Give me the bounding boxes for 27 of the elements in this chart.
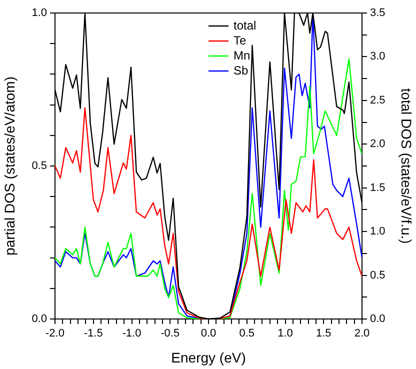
y2-axis-title: total DOS (states/eV/f.u.) xyxy=(398,88,415,244)
legend-label: Te xyxy=(234,33,246,48)
x-tick-label: -1.5 xyxy=(84,328,103,340)
legend-label: total xyxy=(234,18,256,32)
x-tick-label: 1.0 xyxy=(278,328,293,340)
x-axis-title: Energy (eV) xyxy=(171,349,246,366)
y2-tick-label: 0.5 xyxy=(370,269,386,282)
legend-label: Sb xyxy=(234,63,249,78)
y2-tick-label: 3.5 xyxy=(370,7,386,20)
x-tick-label: 0.0 xyxy=(200,328,216,340)
y2-tick-label: 1.5 xyxy=(370,182,386,194)
x-tick-label: -2.0 xyxy=(46,328,64,340)
y2-tick-label: 0.0 xyxy=(370,313,386,326)
y-tick-label: 0.0 xyxy=(32,313,47,326)
y-axis-title: partial DOS (states/eV/atom) xyxy=(1,76,18,256)
y-tick-label: 1.0 xyxy=(32,7,47,20)
x-tick-label: 1.5 xyxy=(316,328,332,340)
y2-tick-label: 3.0 xyxy=(370,50,386,63)
y2-tick-label: 1.0 xyxy=(370,226,386,238)
x-tick-label: -1.0 xyxy=(122,328,142,340)
x-tick-label: 2.0 xyxy=(354,328,370,340)
y2-tick-label: 2.5 xyxy=(370,94,386,106)
y-tick-label: 0.5 xyxy=(32,160,47,172)
x-tick-label: -0.5 xyxy=(160,328,180,340)
y2-tick-label: 2.0 xyxy=(370,138,386,150)
legend-label: Mn xyxy=(234,48,250,62)
x-tick-label: 0.5 xyxy=(239,328,255,340)
